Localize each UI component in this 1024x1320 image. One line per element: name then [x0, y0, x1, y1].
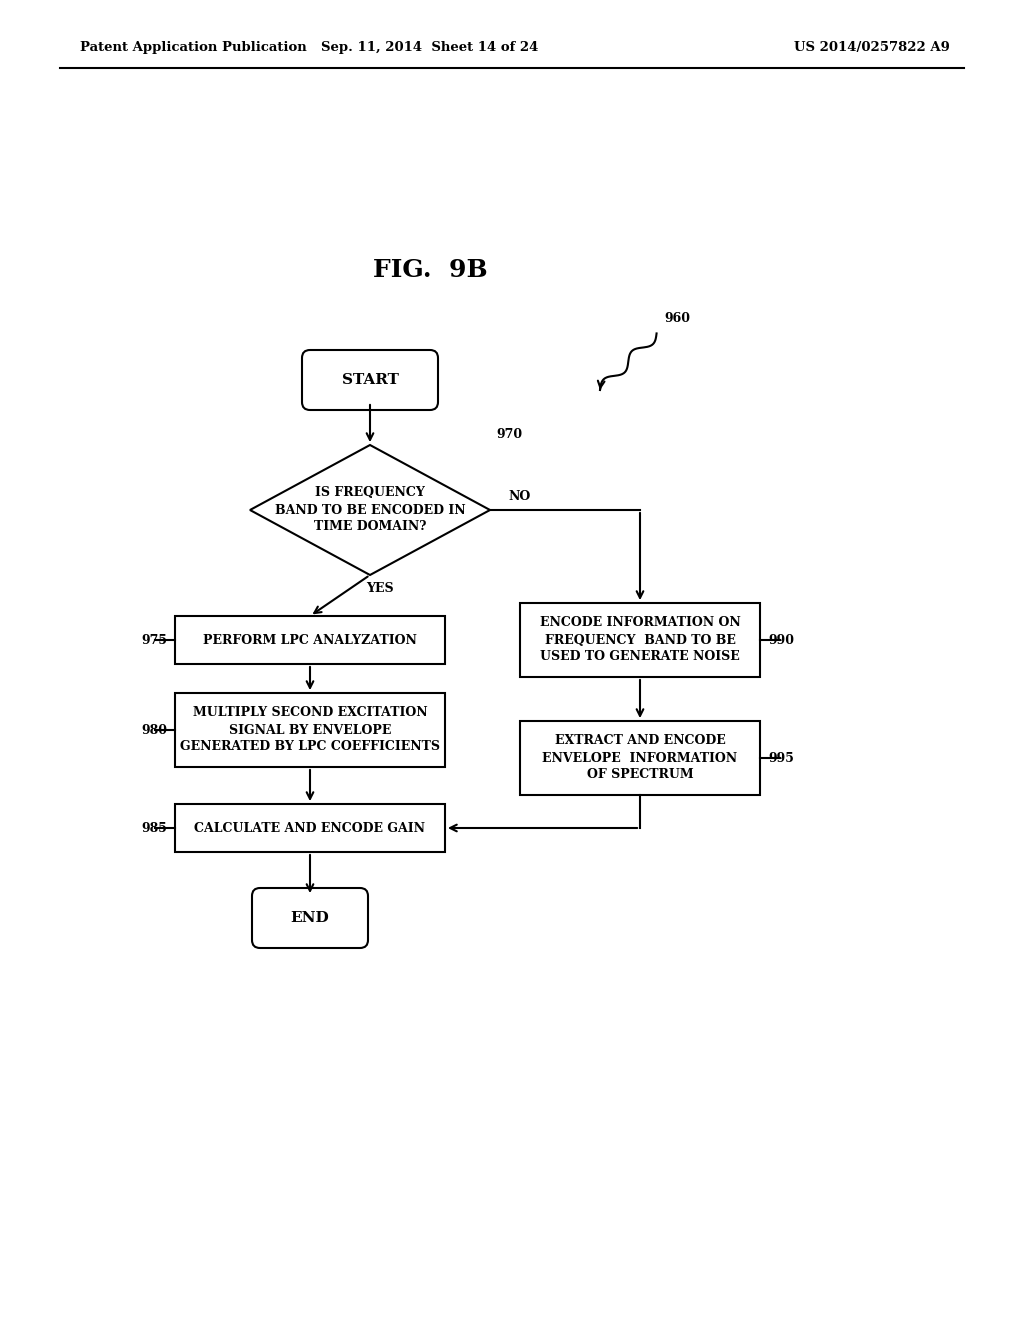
Bar [175, 693, 445, 767]
Text: 980: 980 [141, 723, 167, 737]
Bar [520, 603, 760, 677]
Bar [520, 721, 760, 795]
Text: IS FREQUENCY
BAND TO BE ENCODED IN
TIME DOMAIN?: IS FREQUENCY BAND TO BE ENCODED IN TIME … [274, 487, 465, 533]
Text: NO: NO [508, 490, 530, 503]
Text: FIG.  9B: FIG. 9B [373, 257, 487, 282]
Bar [175, 804, 445, 851]
Text: 975: 975 [141, 634, 167, 647]
Text: Patent Application Publication: Patent Application Publication [80, 41, 307, 54]
FancyBboxPatch shape [302, 350, 438, 411]
Text: EXTRACT AND ENCODE
ENVELOPE  INFORMATION
OF SPECTRUM: EXTRACT AND ENCODE ENVELOPE INFORMATION … [543, 734, 737, 781]
Text: 995: 995 [768, 751, 794, 764]
Text: US 2014/0257822 A9: US 2014/0257822 A9 [795, 41, 950, 54]
Text: START: START [342, 374, 398, 387]
Text: END: END [291, 911, 330, 925]
Text: ENCODE INFORMATION ON
FREQUENCY  BAND TO BE
USED TO GENERATE NOISE: ENCODE INFORMATION ON FREQUENCY BAND TO … [540, 616, 740, 664]
Text: PERFORM LPC ANALYZATION: PERFORM LPC ANALYZATION [203, 634, 417, 647]
Text: CALCULATE AND ENCODE GAIN: CALCULATE AND ENCODE GAIN [195, 821, 426, 834]
Polygon shape [250, 445, 490, 576]
Text: MULTIPLY SECOND EXCITATION
SIGNAL BY ENVELOPE
GENERATED BY LPC COEFFICIENTS: MULTIPLY SECOND EXCITATION SIGNAL BY ENV… [180, 706, 440, 754]
Text: Sep. 11, 2014  Sheet 14 of 24: Sep. 11, 2014 Sheet 14 of 24 [322, 41, 539, 54]
Text: 990: 990 [768, 634, 794, 647]
FancyBboxPatch shape [252, 888, 368, 948]
Bar [175, 616, 445, 664]
Text: 960: 960 [665, 313, 690, 326]
Text: 985: 985 [141, 821, 167, 834]
Text: 970: 970 [496, 429, 522, 441]
Text: YES: YES [367, 582, 394, 595]
